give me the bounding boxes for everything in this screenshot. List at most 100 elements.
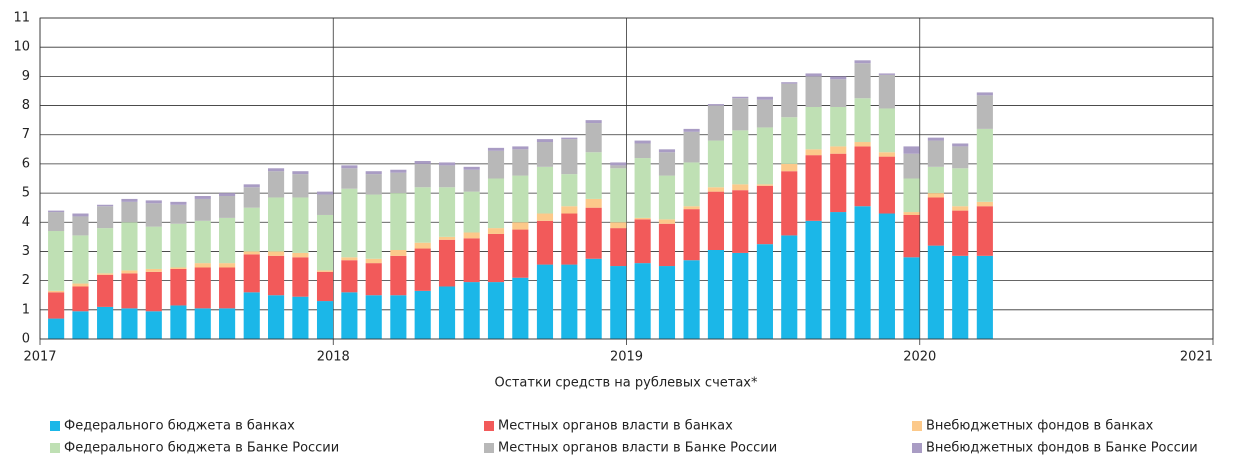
bar-segment: [194, 263, 211, 268]
bar-segment: [414, 242, 431, 249]
bar-segment: [48, 210, 65, 213]
bar-segment: [805, 107, 822, 150]
bar-segment: [830, 79, 847, 108]
bar-segment: [976, 255, 993, 339]
bar-segment: [414, 160, 431, 164]
bar-segment: [512, 149, 529, 176]
bar-segment: [830, 146, 847, 154]
bar-segment: [585, 198, 602, 208]
bar-segment: [292, 296, 309, 339]
bar-segment: [292, 197, 309, 253]
y-tick-label: 6: [22, 156, 30, 171]
bar-segment: [610, 168, 627, 223]
bar-segment: [97, 274, 114, 307]
bar-segment: [316, 270, 334, 272]
bar-segment: [341, 260, 358, 293]
bar-segment: [536, 220, 554, 265]
bar-segment: [121, 198, 138, 202]
bar-segment: [170, 201, 187, 205]
bar-segment: [268, 197, 285, 252]
bar-segment: [145, 268, 162, 272]
bar-segment: [683, 131, 700, 163]
bar-segment: [145, 271, 162, 312]
legend-swatch: [912, 443, 922, 453]
y-tick-label: 4: [22, 215, 30, 230]
bar-segment: [585, 120, 602, 124]
bar-segment: [634, 263, 651, 339]
bar-segment: [365, 258, 382, 264]
bar-segment: [805, 155, 822, 221]
bar-segment: [732, 184, 749, 191]
bar-segment: [536, 264, 554, 339]
bar-segment: [610, 266, 627, 339]
bar-segment: [781, 235, 798, 339]
y-tick-label: 2: [22, 273, 30, 288]
bar-segment: [854, 142, 871, 147]
bar-segment: [268, 251, 285, 256]
bar-segment: [316, 191, 334, 195]
bar-segment: [390, 255, 407, 296]
bar-segment: [243, 184, 260, 188]
bar-segment: [438, 187, 456, 237]
bar-segment: [292, 257, 309, 297]
legend-label: Внебюджетных фондов в банках: [926, 419, 1154, 434]
bar-segment: [634, 158, 651, 218]
legend-swatch: [50, 443, 60, 453]
bar-segment: [756, 99, 773, 128]
bar-segment: [805, 76, 822, 108]
y-tick-label: 11: [13, 11, 30, 26]
bar-segment: [243, 187, 260, 208]
bar-segment: [170, 223, 187, 268]
legend-label: Местных органов власти в Банке России: [498, 441, 777, 456]
legend-swatch: [484, 421, 494, 431]
plot-frame: [39, 17, 1214, 340]
bar-segment: [561, 139, 578, 175]
x-tick-label: 2019: [610, 350, 643, 365]
bar-segment: [707, 105, 725, 141]
bar-segment: [438, 236, 456, 240]
bar-segment: [487, 178, 505, 229]
bar-segment: [438, 162, 456, 166]
bar-segment: [561, 213, 578, 265]
bar-segment: [707, 249, 725, 339]
bar-segment: [487, 233, 505, 283]
bar-segment: [463, 191, 480, 233]
bar-segment: [194, 198, 211, 221]
legend-label: Внебюджетных фондов в Банке России: [926, 441, 1198, 456]
bar-segment: [121, 308, 138, 339]
bar-segment: [878, 108, 895, 153]
bar-segment: [121, 222, 138, 271]
bar-segment: [316, 271, 334, 302]
bar-segment: [268, 295, 285, 339]
bar-segment: [512, 229, 529, 278]
bar-segment: [854, 60, 871, 64]
bar-segment: [268, 255, 285, 296]
bar-segment: [414, 248, 431, 291]
legend-swatch: [484, 443, 494, 453]
bar-segment: [512, 222, 529, 230]
bar-segment: [952, 168, 969, 207]
bar-segment: [145, 226, 162, 269]
bar-segment: [438, 165, 456, 188]
bar-segment: [830, 76, 847, 80]
bar-segment: [927, 140, 944, 167]
bar-segment: [219, 263, 236, 268]
legend-label: Федерального бюджета в банках: [64, 419, 295, 434]
bar-segment: [243, 251, 260, 255]
bar-segment: [976, 92, 993, 96]
bar-segment: [903, 214, 920, 258]
bar-segment: [194, 220, 211, 264]
bar-segment: [463, 238, 480, 283]
bar-segment: [316, 301, 334, 339]
bar-segment: [97, 273, 114, 275]
bar-segment: [585, 258, 602, 339]
x-tick-label: 2017: [23, 350, 56, 365]
bar-segment: [756, 127, 773, 185]
bar-segment: [610, 222, 627, 229]
bar-segment: [878, 73, 895, 75]
bar-segment: [707, 140, 725, 188]
bar-segment: [683, 162, 700, 207]
bar-segment: [487, 228, 505, 234]
bar-segment: [365, 194, 382, 259]
bar-segment: [536, 139, 554, 143]
